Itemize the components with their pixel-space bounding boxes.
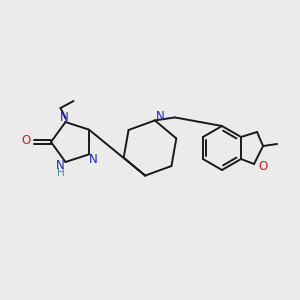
Text: O: O xyxy=(21,134,31,148)
Text: N: N xyxy=(56,160,65,172)
Text: N: N xyxy=(60,110,69,124)
Text: N: N xyxy=(88,153,98,166)
Text: N: N xyxy=(155,110,164,123)
Text: O: O xyxy=(258,160,268,172)
Text: H: H xyxy=(57,168,64,178)
